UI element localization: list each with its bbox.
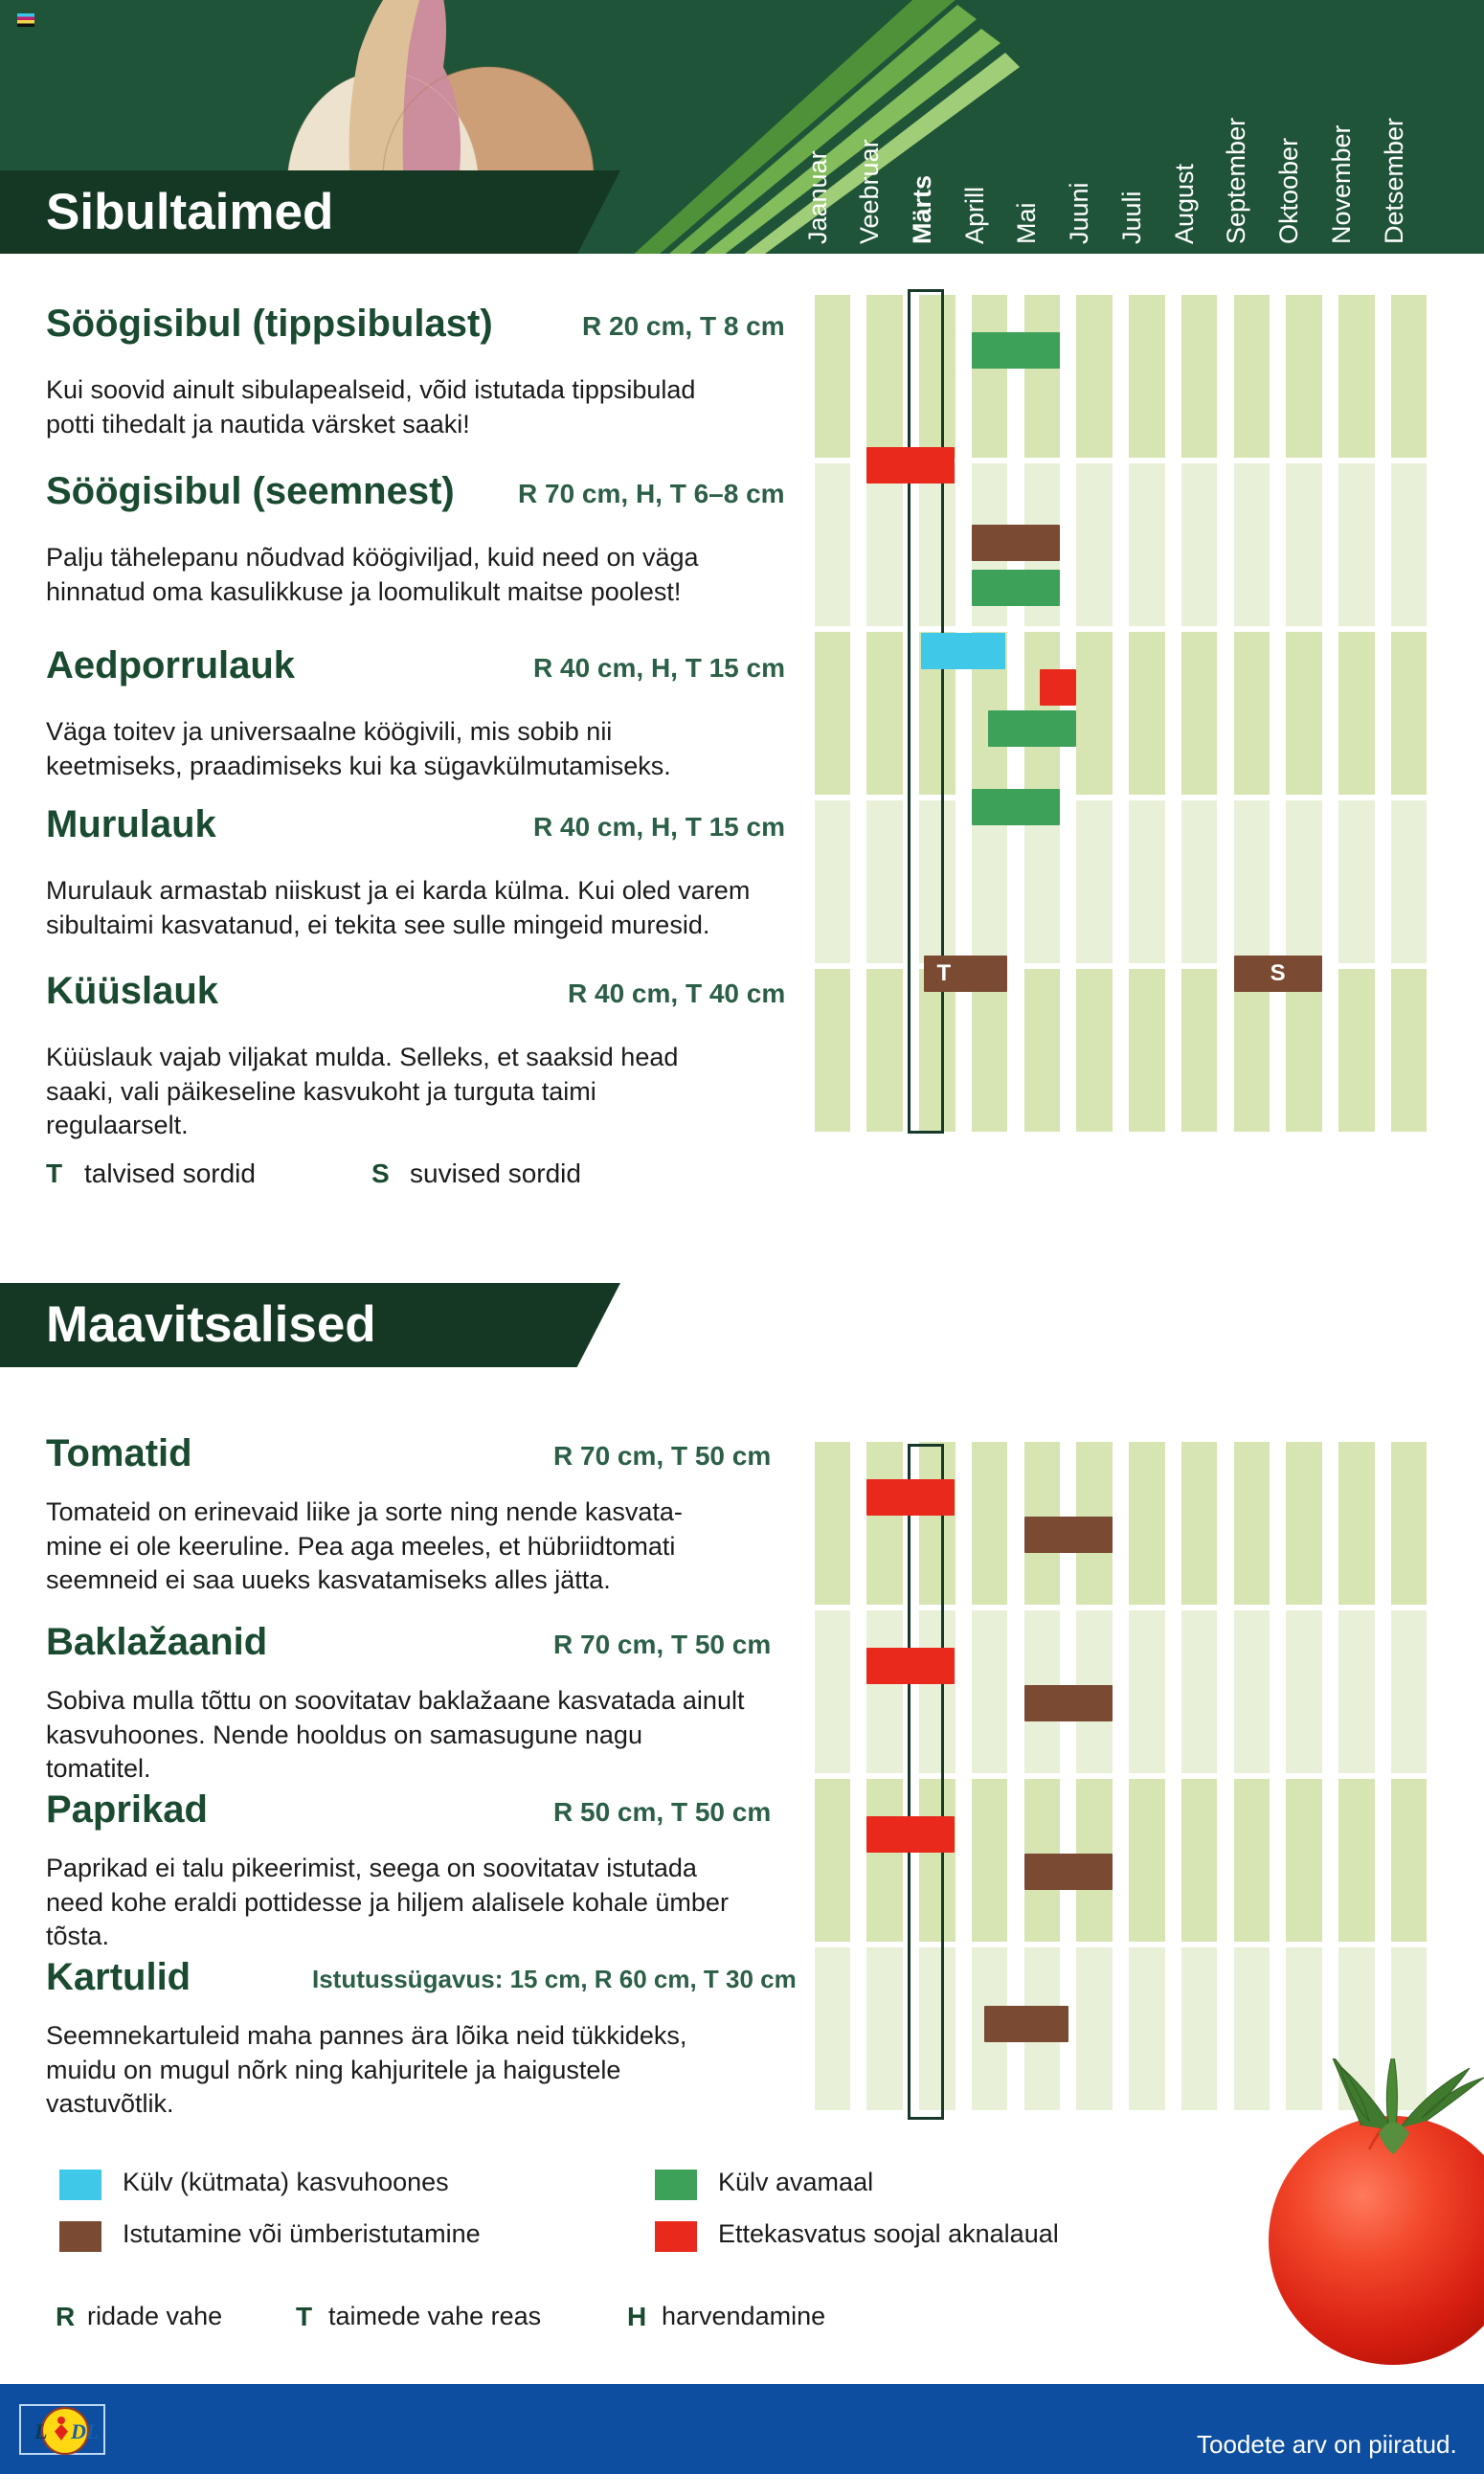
- svg-text:L: L: [34, 2419, 47, 2443]
- svg-text:DL: DL: [70, 2419, 99, 2443]
